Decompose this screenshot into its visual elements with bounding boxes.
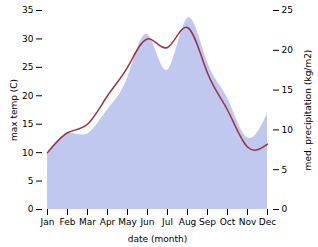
svg-text:5: 5 [28, 176, 34, 186]
svg-text:0: 0 [28, 204, 34, 214]
svg-text:15: 15 [282, 85, 293, 95]
svg-text:Nov: Nov [239, 217, 257, 227]
svg-text:Aug: Aug [179, 217, 197, 227]
svg-text:35: 35 [22, 5, 33, 15]
svg-text:Feb: Feb [60, 217, 76, 227]
svg-text:25: 25 [282, 5, 293, 15]
svg-text:Dec: Dec [259, 217, 276, 227]
svg-text:Sep: Sep [199, 217, 216, 227]
svg-text:15: 15 [22, 119, 33, 129]
svg-text:10: 10 [282, 125, 294, 135]
svg-text:max temp (C): max temp (C) [9, 79, 19, 141]
svg-text:25: 25 [22, 62, 33, 72]
svg-text:May: May [118, 217, 137, 227]
svg-text:Jan: Jan [40, 217, 55, 227]
svg-text:5: 5 [282, 165, 288, 175]
svg-text:0: 0 [282, 204, 288, 214]
svg-text:date (month): date (month) [128, 234, 187, 244]
svg-text:Mar: Mar [79, 217, 96, 227]
svg-text:Jun: Jun [139, 217, 154, 227]
svg-text:Oct: Oct [220, 217, 236, 227]
svg-text:20: 20 [282, 45, 294, 55]
svg-text:10: 10 [22, 148, 34, 158]
svg-text:med. precipitation (kg/m2): med. precipitation (kg/m2) [303, 50, 313, 171]
svg-text:30: 30 [22, 34, 34, 44]
svg-text:Apr: Apr [100, 217, 116, 227]
svg-text:Jul: Jul [161, 217, 173, 227]
svg-text:20: 20 [22, 91, 34, 101]
